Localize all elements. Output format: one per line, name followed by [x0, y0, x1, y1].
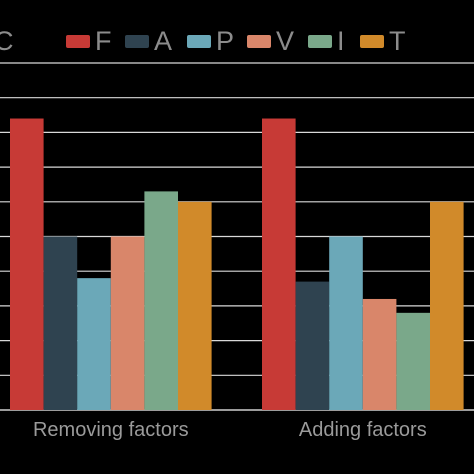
- bar-p-adding-factors: [329, 236, 363, 410]
- bar-f-removing-factors: [10, 118, 44, 411]
- legend-label-f: F: [95, 26, 112, 56]
- legend-swatch-v: [247, 35, 271, 48]
- legend-label-i: I: [337, 26, 345, 56]
- bars: [10, 118, 464, 411]
- bar-i-adding-factors: [396, 312, 430, 410]
- bar-a-adding-factors: [295, 281, 330, 410]
- x-tick-labels: Removing factors Adding factors: [33, 419, 427, 441]
- bar-v-removing-factors: [110, 236, 145, 410]
- legend-swatch-a: [125, 35, 149, 48]
- legend-swatch-i: [308, 35, 332, 48]
- bar-p-removing-factors: [77, 278, 111, 410]
- bar-a-removing-factors: [43, 236, 78, 410]
- bar-t-adding-factors: [430, 201, 464, 410]
- bar-t-removing-factors: [178, 201, 212, 410]
- chart-title: C: [0, 26, 14, 56]
- legend-swatch-f: [66, 35, 90, 48]
- legend-swatch-t: [360, 35, 384, 48]
- legend-label-p: P: [216, 26, 234, 56]
- bar-f-adding-factors: [262, 118, 296, 411]
- legend-label-v: V: [276, 26, 294, 56]
- x-tick-label: Adding factors: [299, 419, 427, 441]
- legend-label-a: A: [154, 26, 172, 56]
- legend-swatch-p: [187, 35, 211, 48]
- bar-i-removing-factors: [144, 191, 178, 410]
- x-tick-label: Removing factors: [33, 419, 189, 441]
- bar-v-adding-factors: [362, 298, 397, 410]
- legend-label-t: T: [389, 26, 406, 56]
